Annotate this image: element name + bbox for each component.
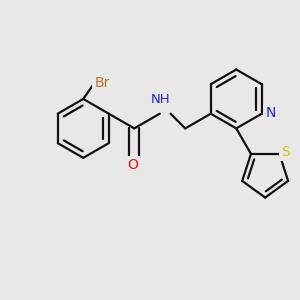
Text: O: O bbox=[127, 158, 138, 172]
Text: Br: Br bbox=[94, 76, 110, 89]
Text: N: N bbox=[266, 106, 276, 120]
Text: S: S bbox=[281, 145, 290, 159]
Text: NH: NH bbox=[151, 93, 171, 106]
